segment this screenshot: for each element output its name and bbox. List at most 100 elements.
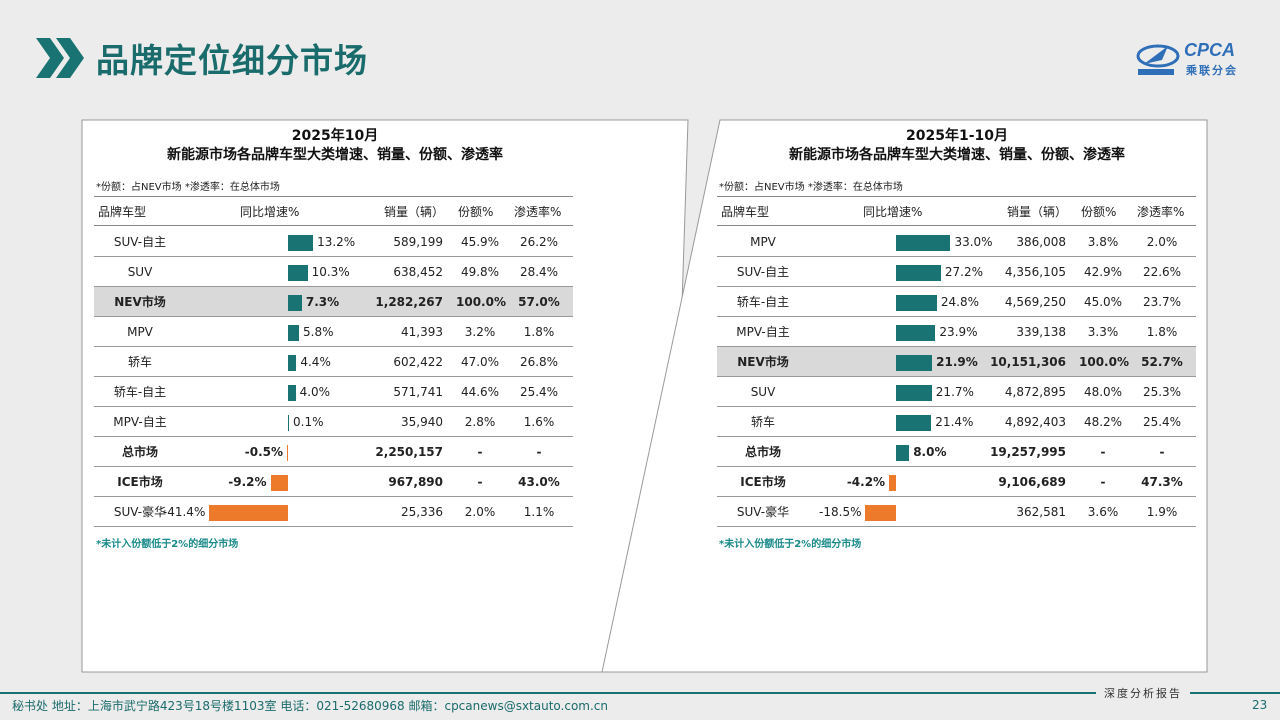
growth-bar — [896, 445, 910, 461]
growth-bar — [270, 475, 288, 491]
table-header: 品牌车型 同比增速% 销量（辆） 份额% 渗透率% — [717, 196, 1196, 226]
table-row: 轿车-自主 24.8% 4,569,250 45.0% 23.7% — [717, 287, 1196, 317]
segment-label: 轿车 — [127, 355, 152, 369]
penetration-value: 47.3% — [1141, 475, 1183, 489]
table-row: SUV 21.7% 4,872,895 48.0% 25.3% — [717, 377, 1196, 407]
sales-value: 589,199 — [393, 235, 443, 249]
table-row: NEV市场 7.3% 1,282,267 100.0% 57.0% — [94, 287, 573, 317]
logo-text-cn: 乘联分会 — [1186, 64, 1238, 77]
growth-bar — [896, 265, 941, 281]
growth-label: -4.2% — [846, 475, 886, 489]
penetration-value: 2.0% — [1146, 235, 1178, 249]
share-value: 3.6% — [1087, 505, 1119, 519]
double-chevron-icon — [36, 38, 84, 78]
table-row: SUV-豪华 -18.5% 362,581 3.6% 1.9% — [717, 497, 1196, 527]
penetration-value: 28.4% — [519, 265, 559, 279]
col-sales-header: 销量（辆） — [384, 205, 445, 219]
table-row: NEV市场 21.9% 10,151,306 100.0% 52.7% — [717, 347, 1196, 377]
table-note: *份额：占NEV市场 *渗透率：在总体市场 — [719, 182, 903, 193]
growth-label: 0.1% — [293, 415, 324, 429]
segment-label: MPV — [750, 235, 776, 249]
segment-label: SUV-豪华 — [736, 505, 790, 519]
sales-value: 2,250,157 — [375, 445, 443, 459]
logo-text-en: CPCA — [1184, 40, 1236, 60]
segment-label: MPV-自主 — [113, 415, 167, 429]
penetration-value: 26.8% — [519, 355, 559, 369]
segment-label: SUV-自主 — [736, 265, 790, 279]
penetration-value: 1.1% — [523, 505, 555, 519]
growth-label: 21.7% — [935, 385, 974, 399]
penetration-value: 1.8% — [1146, 325, 1178, 339]
table-title-period: 2025年1-10月 — [906, 128, 1008, 144]
sales-value: 4,892,403 — [1004, 415, 1066, 429]
growth-label: -41.4% — [162, 505, 206, 519]
table-row: MPV-自主 23.9% 339,138 3.3% 1.8% — [717, 317, 1196, 347]
share-value: - — [477, 475, 483, 489]
growth-bar — [288, 355, 297, 371]
penetration-value: - — [1159, 445, 1165, 459]
page-number: 23 — [1252, 698, 1268, 712]
segment-label: MPV — [127, 325, 153, 339]
table-row: ICE市场 -9.2% 967,890 - 43.0% — [94, 467, 573, 497]
penetration-value: 25.4% — [519, 385, 559, 399]
share-value: - — [1100, 475, 1106, 489]
table-row: MPV-自主 0.1% 35,940 2.8% 1.6% — [94, 407, 573, 437]
growth-label: 27.2% — [944, 265, 983, 279]
segment-label: SUV-自主 — [113, 235, 167, 249]
growth-bar — [896, 325, 936, 341]
penetration-value: 57.0% — [518, 295, 560, 309]
table-row: SUV-自主 27.2% 4,356,105 42.9% 22.6% — [717, 257, 1196, 287]
sales-value: 25,336 — [401, 505, 443, 519]
segment-label: 轿车-自主 — [736, 295, 790, 309]
growth-label: 24.8% — [940, 295, 980, 309]
share-value: 45.0% — [1083, 295, 1123, 309]
growth-label: 8.0% — [913, 445, 947, 459]
penetration-value: 1.6% — [523, 415, 555, 429]
growth-bar — [865, 505, 896, 521]
col-segment-header: 品牌车型 — [98, 205, 147, 219]
growth-label: 21.9% — [936, 355, 978, 369]
table-row: SUV-自主 13.2% 589,199 45.9% 26.2% — [94, 227, 573, 257]
table-row: 总市场 8.0% 19,257,995 - - — [717, 437, 1196, 467]
footer-divider — [0, 692, 1280, 694]
growth-label: 21.4% — [935, 415, 974, 429]
table-title: 2025年1-10月 新能源市场各品牌车型大类增速、销量、份额、渗透率 — [712, 127, 1202, 165]
table-header: 品牌车型 同比增速% 销量（辆） 份额% 渗透率% — [94, 196, 573, 226]
penetration-value: 43.0% — [518, 475, 560, 489]
growth-bar — [287, 445, 288, 461]
growth-bar — [896, 415, 932, 431]
sales-value: 41,393 — [401, 325, 443, 339]
growth-bar — [288, 235, 314, 251]
table-row: MPV 33.0% 386,008 3.8% 2.0% — [717, 227, 1196, 257]
col-penetration-header: 渗透率% — [514, 205, 562, 219]
table-row: ICE市场 -4.2% 9,106,689 - 47.3% — [717, 467, 1196, 497]
col-growth-header: 同比增速% — [240, 205, 300, 219]
segment-label: 轿车-自主 — [113, 385, 167, 399]
sales-value: 9,106,689 — [998, 475, 1066, 489]
segment-label: NEV市场 — [737, 355, 789, 369]
growth-label: 23.9% — [939, 325, 978, 339]
growth-bar — [288, 295, 302, 311]
penetration-value: 52.7% — [1141, 355, 1183, 369]
sales-value: 362,581 — [1016, 505, 1066, 519]
share-value: 48.0% — [1083, 385, 1123, 399]
segment-label: 轿车 — [750, 415, 775, 429]
col-sales-header: 销量（辆） — [1007, 205, 1068, 219]
table-subtitle: 新能源市场各品牌车型大类增速、销量、份额、渗透率 — [789, 147, 1125, 163]
growth-bar — [896, 385, 932, 401]
sales-value: 4,569,250 — [1004, 295, 1066, 309]
growth-label: 4.0% — [299, 385, 331, 399]
segment-label: ICE市场 — [740, 475, 786, 489]
penetration-value: 1.9% — [1146, 505, 1178, 519]
penetration-value: 23.7% — [1142, 295, 1182, 309]
segment-label: 总市场 — [121, 445, 158, 459]
share-value: 100.0% — [1079, 355, 1129, 369]
share-value: 42.9% — [1083, 265, 1123, 279]
penetration-value: 22.6% — [1142, 265, 1182, 279]
growth-bar — [896, 295, 937, 311]
segment-label: SUV-豪华 — [113, 505, 167, 519]
sales-value: 967,890 — [388, 475, 443, 489]
share-value: 2.0% — [464, 505, 496, 519]
share-value: 3.3% — [1087, 325, 1119, 339]
penetration-value: - — [536, 445, 542, 459]
